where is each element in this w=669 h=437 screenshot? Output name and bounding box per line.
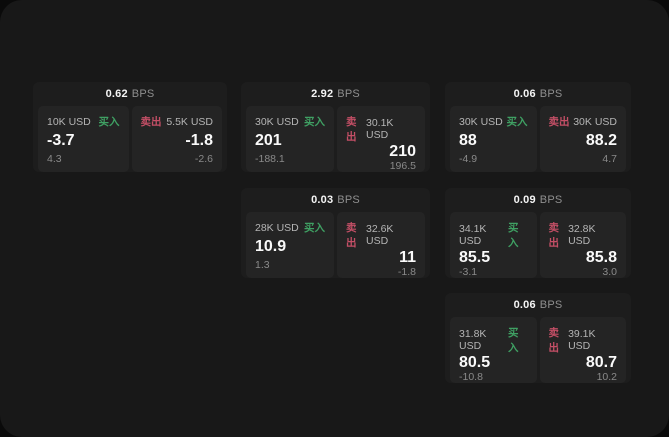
buy-side-label: 买入: [507, 222, 519, 249]
buy-sub-value: 1.3: [255, 259, 270, 271]
sell-sub-value: 10.2: [596, 371, 617, 383]
size-label: 34.1K USD: [459, 223, 487, 247]
sell-side-label: 卖出: [346, 116, 357, 143]
buy-side-label: 买入: [98, 116, 120, 128]
buy-panel[interactable]: 10K USD 买入 -3.7 4.3: [38, 106, 129, 172]
buy-panel[interactable]: 30K USD 买入 88 -4.9: [450, 106, 537, 172]
sell-price-value: 80.7: [585, 354, 617, 371]
bps-value: 0.06: [513, 88, 536, 100]
sell-panel[interactable]: 卖出 32.8K USD 85.8 3.0: [539, 212, 626, 278]
buy-panel[interactable]: 30K USD 买入 201 -188.1: [246, 106, 334, 172]
bps-value: 0.62: [105, 88, 128, 100]
sell-panel[interactable]: 卖出 30.1K USD 210 196.5: [337, 106, 425, 172]
sell-panel[interactable]: 卖出 32.6K USD 11 -1.8: [337, 212, 425, 278]
sell-side-label: 卖出: [548, 116, 570, 128]
quote-card: 0.62 BPS 10K USD 买入 -3.7 4.3 卖出 5.5K USD…: [33, 82, 227, 172]
sell-sub-value: -1.8: [397, 266, 416, 278]
sell-side-label: 卖出: [548, 327, 560, 354]
bps-value: 0.06: [513, 299, 536, 311]
sell-sub-value: 4.7: [602, 153, 617, 165]
bps-value: 0.09: [513, 194, 536, 206]
size-label: 28K USD: [255, 221, 299, 234]
quote-card: 2.92 BPS 30K USD 买入 201 -188.1 卖出 30.1K …: [241, 82, 430, 172]
size-label: 30K USD: [573, 115, 617, 128]
sell-panel[interactable]: 卖出 5.5K USD -1.8 -2.6: [131, 106, 222, 172]
buy-side-label: 买入: [506, 116, 528, 128]
bps-header: 0.09 BPS: [450, 188, 626, 212]
buy-panel[interactable]: 31.8K USD 买入 80.5 -10.8: [450, 317, 537, 383]
quote-card: 0.06 BPS 31.8K USD 买入 80.5 -10.8 卖出 39.1…: [445, 293, 631, 383]
bps-header: 0.06 BPS: [450, 82, 626, 106]
buy-price-value: 10.9: [255, 238, 287, 255]
size-label: 10K USD: [47, 115, 91, 128]
buy-side-label: 买入: [507, 327, 519, 354]
buy-sub-value: -188.1: [255, 153, 285, 165]
sell-side-label: 卖出: [548, 222, 560, 249]
buy-sub-value: -3.1: [459, 266, 478, 278]
sell-side-label: 卖出: [346, 222, 357, 249]
bps-header: 0.62 BPS: [38, 82, 222, 106]
quote-card: 0.06 BPS 30K USD 买入 88 -4.9 卖出 30K USD 8…: [445, 82, 631, 172]
sell-panel[interactable]: 卖出 39.1K USD 80.7 10.2: [539, 317, 626, 383]
sell-side-label: 卖出: [140, 116, 162, 128]
buy-side-label: 买入: [304, 222, 325, 234]
bps-unit: BPS: [337, 194, 360, 206]
buy-panel[interactable]: 34.1K USD 买入 85.5 -3.1: [450, 212, 537, 278]
size-label: 30.1K USD: [365, 117, 394, 141]
bps-unit: BPS: [539, 88, 563, 100]
sell-price-value: 85.8: [585, 249, 617, 266]
bps-unit: BPS: [539, 194, 563, 206]
size-label: 5.5K USD: [166, 115, 213, 128]
buy-price-value: 88: [459, 132, 477, 149]
buy-side-label: 买入: [304, 116, 325, 128]
bps-value: 0.03: [311, 194, 334, 206]
size-label: 30K USD: [459, 115, 503, 128]
size-label: 30K USD: [255, 115, 299, 128]
bps-header: 2.92 BPS: [246, 82, 425, 106]
sell-price-value: -1.8: [185, 132, 213, 149]
size-label: 32.6K USD: [365, 223, 394, 247]
bps-unit: BPS: [131, 88, 155, 100]
bps-unit: BPS: [337, 88, 360, 100]
sell-sub-value: 3.0: [602, 266, 617, 278]
sell-price-value: 210: [389, 143, 416, 160]
sell-sub-value: -2.6: [194, 153, 213, 165]
bps-unit: BPS: [539, 299, 563, 311]
sell-panel[interactable]: 卖出 30K USD 88.2 4.7: [539, 106, 626, 172]
buy-sub-value: 4.3: [47, 153, 62, 165]
buy-price-value: 201: [255, 132, 282, 149]
size-label: 31.8K USD: [459, 328, 487, 352]
size-label: 32.8K USD: [568, 223, 596, 247]
buy-price-value: 85.5: [459, 249, 491, 266]
buy-price-value: -3.7: [47, 132, 75, 149]
bps-header: 0.06 BPS: [450, 293, 626, 317]
buy-panel[interactable]: 28K USD 买入 10.9 1.3: [246, 212, 334, 278]
buy-sub-value: -4.9: [459, 153, 478, 165]
size-label: 39.1K USD: [568, 328, 596, 352]
quote-card: 0.03 BPS 28K USD 买入 10.9 1.3 卖出 32.6K US…: [241, 188, 430, 278]
buy-sub-value: -10.8: [459, 371, 483, 383]
quote-card: 0.09 BPS 34.1K USD 买入 85.5 -3.1 卖出 32.8K…: [445, 188, 631, 278]
buy-price-value: 80.5: [459, 354, 491, 371]
sell-sub-value: 196.5: [389, 160, 416, 172]
bps-value: 2.92: [311, 88, 334, 100]
sell-price-value: 88.2: [585, 132, 617, 149]
bps-header: 0.03 BPS: [246, 188, 425, 212]
sell-price-value: 11: [399, 249, 416, 266]
